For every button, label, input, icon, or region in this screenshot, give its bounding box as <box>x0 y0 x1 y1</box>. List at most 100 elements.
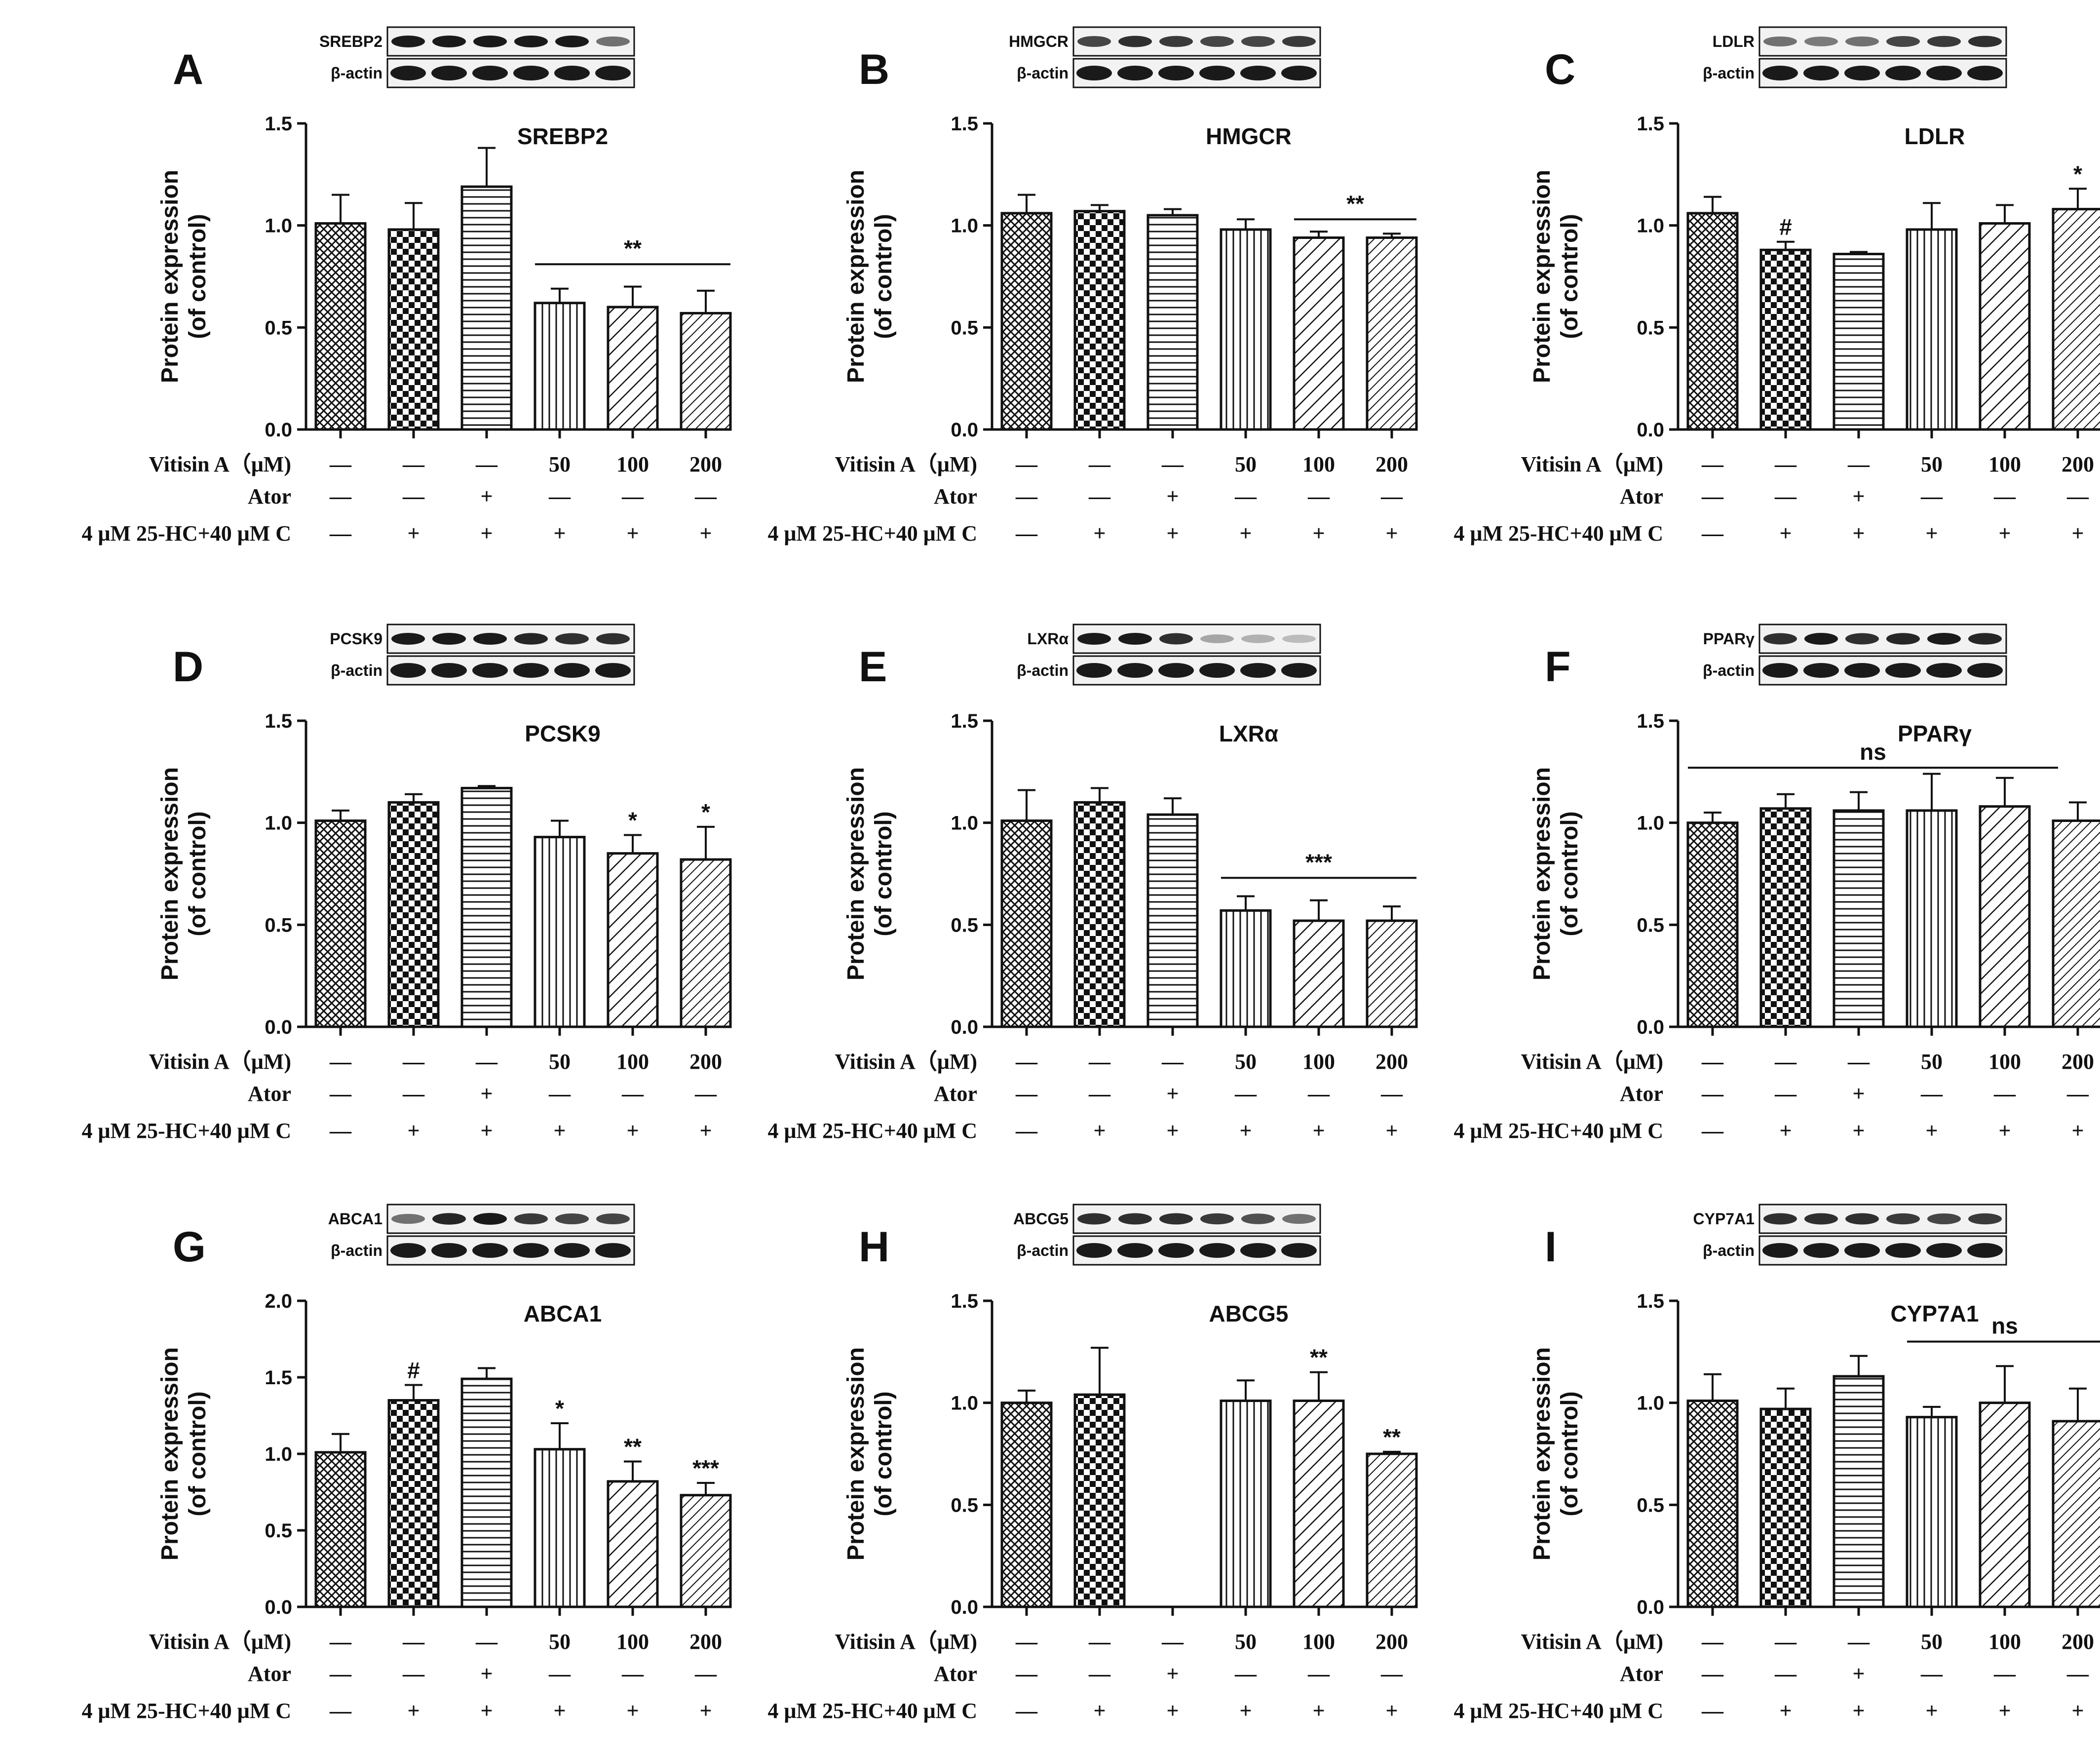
bar <box>680 1494 732 1608</box>
treatment-cell: — <box>2066 484 2089 508</box>
treatment-cell: 200 <box>1375 452 1408 476</box>
blot-protein-strip <box>386 1204 635 1234</box>
treatment-cell: + <box>1385 1119 1398 1143</box>
blot-actin-band <box>1240 1243 1276 1258</box>
blot-band <box>1927 36 1961 47</box>
treatment-cell: — <box>1015 1050 1038 1074</box>
y-tick-label: 0.5 <box>265 317 292 339</box>
blot-protein-label: LXRα <box>1027 630 1069 648</box>
treatment-cell: 100 <box>616 1050 649 1074</box>
treatment-row-label: 4 μM 25-HC+40 μM C <box>768 1699 977 1723</box>
blot-band <box>432 1213 466 1225</box>
blot-band <box>596 36 630 47</box>
treatment-cell: + <box>407 521 420 545</box>
blot-actin-band <box>1762 66 1798 80</box>
treatment-cell: — <box>402 1662 425 1686</box>
treatment-cell: + <box>1998 1699 2011 1723</box>
panel-letter: F <box>1545 643 1571 691</box>
treatment-cell: — <box>1234 484 1257 508</box>
blot-actin-band <box>431 663 467 678</box>
blot-actin-band <box>390 66 426 80</box>
bar <box>1220 228 1272 431</box>
treatment-cell: — <box>329 1662 352 1686</box>
treatment-cell: — <box>1701 1662 1724 1686</box>
blot-actin-strip <box>1758 1235 2007 1266</box>
y-tick-label: 0.0 <box>265 1597 292 1618</box>
treatment-cell: — <box>1701 1119 1724 1143</box>
bar <box>1833 809 1885 1028</box>
treatment-cell: + <box>1779 521 1792 545</box>
blot-actin-strip <box>386 58 635 88</box>
chart-title: HMGCR <box>1206 123 1292 149</box>
bar <box>1906 809 1958 1028</box>
treatment-cell: — <box>1015 1699 1038 1723</box>
y-axis-label-line2: (of control) <box>185 1391 211 1516</box>
panel-b: B HMGCR β-actin 0.0 0.5 1.0 1.5 Protein express… <box>768 26 1418 545</box>
treatment-row-label: Ator <box>934 1082 977 1106</box>
treatment-cell: 200 <box>689 452 722 476</box>
blot-protein-strip <box>386 26 635 57</box>
panel-letter: C <box>1545 46 1575 93</box>
treatment-cell: 100 <box>1988 1630 2021 1654</box>
bar <box>680 312 732 431</box>
treatment-cell: 100 <box>1302 1050 1335 1074</box>
treatment-row-label: Ator <box>934 1662 977 1686</box>
treatment-cell: + <box>1925 1699 1938 1723</box>
treatment-cell: + <box>1166 1082 1179 1106</box>
blot-band <box>1077 1213 1111 1225</box>
chart-title: LXRα <box>1219 721 1278 746</box>
blot-actin-band <box>1803 663 1839 678</box>
bar <box>534 836 586 1028</box>
blot-band <box>1845 36 1879 47</box>
panel-letter: B <box>859 46 889 93</box>
treatment-cell: + <box>626 1699 639 1723</box>
y-tick-label: 1.5 <box>265 1367 292 1389</box>
y-tick-label: 0.5 <box>265 1520 292 1542</box>
treatment-cell: + <box>480 1119 493 1143</box>
treatment-cell: — <box>402 484 425 508</box>
y-tick-label: 0.0 <box>951 419 978 441</box>
y-tick-label: 0.0 <box>1637 1597 1664 1618</box>
bar <box>1000 212 1053 431</box>
blot-band <box>1241 1213 1275 1224</box>
treatment-cell: + <box>1239 1119 1252 1143</box>
panel-letter: E <box>859 643 887 691</box>
blot-band <box>1968 36 2002 47</box>
treatment-cell: — <box>1088 1630 1111 1654</box>
blot-band <box>1118 633 1152 645</box>
blot-actin-strip <box>386 655 635 686</box>
treatment-cell: 200 <box>2062 1630 2094 1654</box>
treatment-cell: — <box>475 1050 498 1074</box>
y-axis-label-line2: (of control) <box>1557 811 1583 936</box>
treatment-cell: — <box>1015 1662 1038 1686</box>
blot-band <box>1282 36 1316 47</box>
treatment-cell: — <box>1307 1082 1330 1106</box>
treatment-cell: — <box>548 1082 571 1106</box>
treatment-cell: — <box>329 484 352 508</box>
blot-actin-strip <box>1072 1235 1321 1266</box>
bar <box>1979 805 2031 1028</box>
blot-band <box>1886 36 1920 47</box>
bar <box>1073 1393 1126 1608</box>
bar <box>1759 1407 1812 1608</box>
blot-actin-band <box>595 1243 631 1258</box>
treatment-cell: — <box>1701 1050 1724 1074</box>
chart-title: ABCG5 <box>1209 1301 1288 1326</box>
blot-protein-label: LDLR <box>1713 33 1755 50</box>
bar <box>1366 919 1418 1028</box>
blot-actin-label: β-actin <box>331 64 382 82</box>
treatment-cell: — <box>1701 521 1724 545</box>
treatment-row-label: 4 μM 25-HC+40 μM C <box>82 1699 291 1723</box>
blot-band <box>596 1213 630 1225</box>
blot-actin-band <box>1158 66 1194 80</box>
blot-actin-label: β-actin <box>331 662 382 679</box>
bar <box>1366 236 1418 431</box>
treatment-cell: — <box>1088 1082 1111 1106</box>
treatment-row-label: Vitisin A（μM) <box>835 1630 977 1654</box>
bar <box>314 222 367 431</box>
treatment-cell: 200 <box>2062 1050 2094 1074</box>
treatment-cell: 50 <box>549 1630 571 1654</box>
treatment-cell: — <box>402 1050 425 1074</box>
blot-actin-band <box>1967 1243 2003 1258</box>
blot-band <box>1968 633 2002 645</box>
